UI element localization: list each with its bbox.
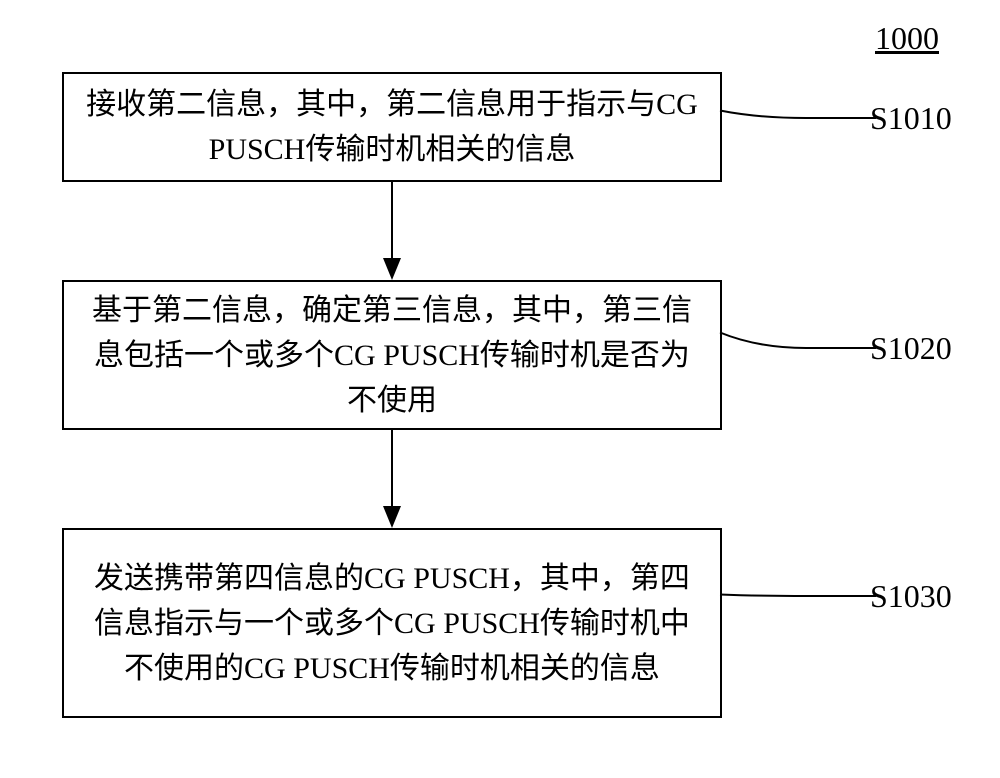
flow-box-2-text: 基于第二信息，确定第三信息，其中，第三信息包括一个或多个CG PUSCH传输时机… bbox=[80, 288, 704, 423]
step-label-s1030: S1030 bbox=[870, 578, 952, 615]
step-label-s1020: S1020 bbox=[870, 330, 952, 367]
connector-curve-2 bbox=[718, 220, 878, 490]
diagram-id-label: 1000 bbox=[875, 20, 939, 57]
flow-box-3-text: 发送携带第四信息的CG PUSCH，其中，第四信息指示与一个或多个CG PUSC… bbox=[80, 556, 704, 691]
flow-box-1: 接收第二信息，其中，第二信息用于指示与CG PUSCH传输时机相关的信息 bbox=[62, 72, 722, 182]
step-label-s1010: S1010 bbox=[870, 100, 952, 137]
flow-box-1-text: 接收第二信息，其中，第二信息用于指示与CG PUSCH传输时机相关的信息 bbox=[80, 82, 704, 172]
flow-box-3: 发送携带第四信息的CG PUSCH，其中，第四信息指示与一个或多个CG PUSC… bbox=[62, 528, 722, 718]
flow-arrow-2to3 bbox=[374, 430, 410, 528]
connector-curve-3 bbox=[718, 468, 878, 778]
connector-curve-1 bbox=[718, 12, 878, 242]
flow-box-2: 基于第二信息，确定第三信息，其中，第三信息包括一个或多个CG PUSCH传输时机… bbox=[62, 280, 722, 430]
flow-arrow-1to2 bbox=[374, 182, 410, 280]
